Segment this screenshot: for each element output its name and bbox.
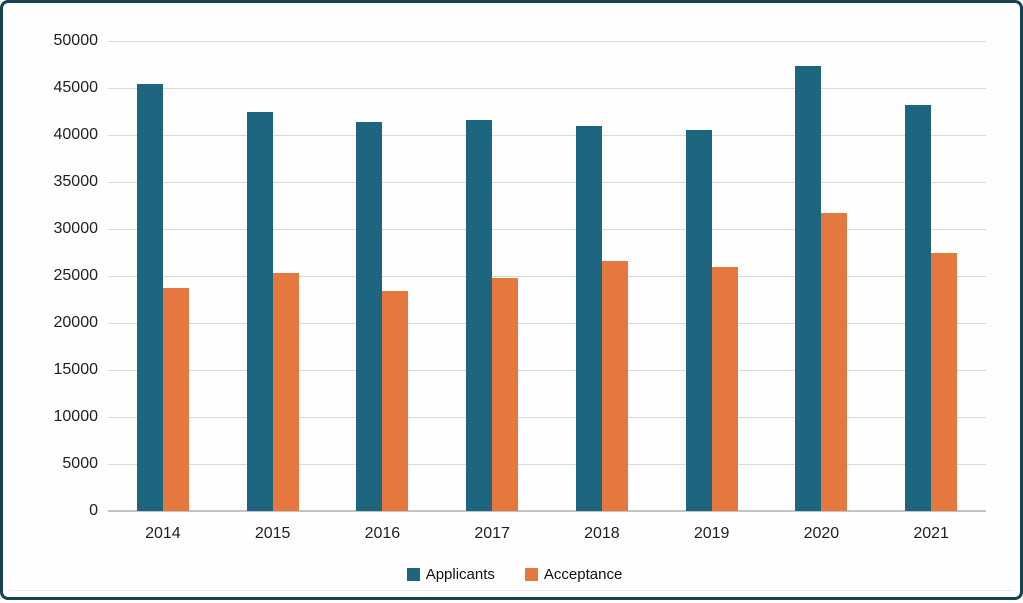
legend-label-applicants: Applicants [425,566,495,583]
y-axis-tick-label: 45000 [53,79,99,96]
bar-acceptance-2019 [711,266,738,511]
y-axis-tick-label: 30000 [53,220,99,237]
bar-applicants-2015 [246,112,273,511]
bar-applicants-2019 [685,130,712,511]
bottom-divider [9,590,1014,591]
x-axis-tick-label: 2014 [145,525,181,542]
y-axis-tick-label: 0 [89,502,98,519]
bar-applicants-2014 [136,84,163,511]
bar-acceptance-2018 [601,260,628,511]
legend-label-acceptance: Acceptance [543,566,623,583]
legend-swatch-acceptance-icon [524,568,538,581]
bar-acceptance-2020 [821,213,848,511]
y-axis-tick-label: 10000 [53,408,99,425]
bar-chart-plot-area: 0 5000 10000 15000 20000 25000 30000 35000 40000… [3,3,1023,603]
y-axis-tick-label: 50000 [53,32,99,49]
y-axis-tick-label: 40000 [53,126,99,143]
x-axis-tick-label: 2019 [693,525,730,542]
x-axis-tick-label: 2017 [474,525,510,542]
x-axis-tick-label: 2021 [913,525,949,542]
gridline [108,41,986,42]
gridline [108,135,986,136]
x-axis-tick-label: 2018 [584,525,620,542]
gridline [108,276,986,277]
gridline [108,88,986,89]
legend-item-applicants: Applicants [406,566,495,583]
bar-acceptance-2016 [382,291,409,511]
x-axis-tick-label: 2015 [254,525,291,542]
bar-acceptance-2021 [931,253,958,511]
legend-item-acceptance: Acceptance [524,566,623,583]
bar-acceptance-2015 [272,273,299,511]
gridline [108,229,986,230]
y-axis-tick-label: 15000 [53,361,99,378]
x-axis-tick-label: 2020 [803,525,840,542]
gridline [108,417,986,418]
gridline [108,370,986,371]
y-axis-tick-label: 5000 [62,455,98,472]
x-axis-line [108,510,986,512]
bar-applicants-2016 [356,121,383,511]
bar-applicants-2020 [795,66,822,511]
gridline [108,464,986,465]
bar-applicants-2021 [905,104,932,511]
bar-applicants-2017 [466,119,493,511]
y-axis-tick-label: 20000 [53,314,99,331]
bar-acceptance-2014 [162,288,189,511]
gridline [108,182,986,183]
bar-applicants-2018 [575,125,602,511]
bar-acceptance-2017 [492,277,519,511]
x-axis-tick-label: 2016 [364,525,401,542]
gridline [108,323,986,324]
legend-swatch-applicants-icon [406,568,420,581]
legend: Applicants Acceptance [3,566,1023,583]
y-axis-tick-label: 35000 [53,173,99,190]
y-axis-tick-label: 25000 [53,267,99,284]
